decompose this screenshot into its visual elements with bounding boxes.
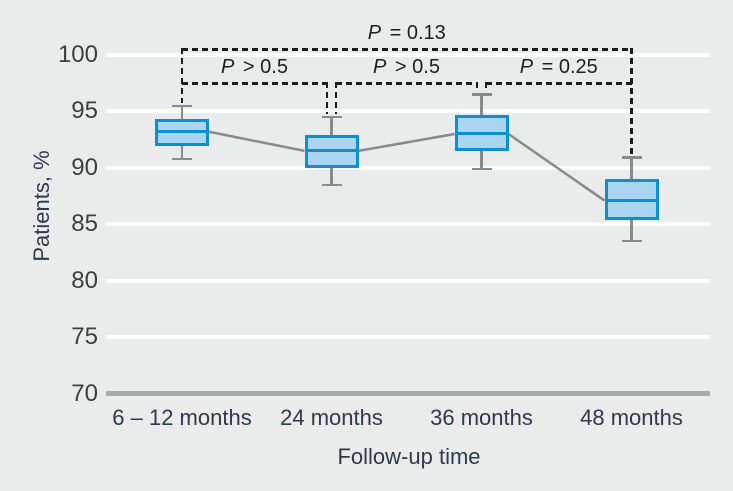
whisker-line	[480, 150, 483, 169]
category-label: 6 – 12 months	[112, 405, 252, 430]
whisker-cap	[172, 104, 192, 108]
p-symbol: P	[221, 56, 235, 78]
p-bracket-line	[630, 48, 633, 155]
median-line	[304, 149, 359, 153]
whisker-cap	[621, 156, 642, 159]
p-value-text: = 0.13	[384, 22, 446, 44]
y-tick-label: 70	[71, 379, 98, 407]
p-value-text: > 0.5	[237, 56, 288, 78]
whisker-line	[630, 157, 633, 180]
y-gridline	[106, 278, 710, 283]
median-line	[155, 130, 209, 134]
whisker-line	[330, 167, 333, 185]
whisker-line	[330, 117, 333, 136]
y-gridline	[106, 222, 710, 227]
y-tick-label: 85	[71, 210, 98, 238]
p-symbol: P	[519, 56, 534, 78]
category-label: 24 months	[280, 405, 383, 430]
x-axis-title: Follow-up time	[337, 444, 481, 469]
median-line	[454, 132, 509, 136]
p-bracket-line	[182, 82, 327, 85]
category-label: 48 months	[580, 405, 683, 430]
p-bracket-line	[475, 82, 479, 92]
p-bracket-line	[484, 82, 488, 92]
y-tick-label: 75	[71, 323, 98, 351]
p-bracket-line	[486, 82, 632, 85]
p-value-label: P > 0.5	[373, 56, 440, 79]
median-trend-line	[208, 130, 305, 153]
whisker-cap	[172, 157, 192, 161]
y-tick-label: 90	[71, 153, 98, 181]
p-value-label: P = 0.25	[520, 56, 598, 79]
whisker-cap	[321, 115, 342, 119]
y-axis-title: Patients, %	[29, 150, 54, 262]
y-gridline	[106, 53, 710, 57]
whisker-line	[180, 146, 184, 159]
p-bracket-line	[180, 48, 184, 103]
y-tick-label: 100	[57, 41, 98, 68]
p-value-label: P = 0.13	[368, 22, 446, 45]
whisker-cap	[471, 93, 492, 96]
y-tick-label: 80	[71, 266, 98, 294]
y-gridline	[106, 109, 710, 114]
x-axis-baseline	[106, 391, 710, 396]
p-bracket-line	[325, 82, 329, 115]
whisker-cap	[321, 183, 342, 186]
y-gridline	[106, 165, 710, 170]
median-trend-line	[507, 132, 606, 202]
p-bracket-line	[334, 82, 338, 115]
p-symbol: P	[367, 22, 382, 44]
whisker-line	[480, 94, 483, 115]
median-line	[604, 199, 659, 203]
y-tick-label: 95	[71, 97, 98, 125]
y-gridline	[106, 335, 710, 340]
p-bracket-line	[182, 48, 632, 51]
p-value-label: P > 0.5	[221, 56, 288, 79]
p-bracket-line	[336, 82, 477, 85]
p-value-text: = 0.25	[536, 56, 598, 78]
p-value-text: > 0.5	[389, 56, 440, 78]
category-label: 36 months	[430, 405, 533, 430]
whisker-cap	[621, 239, 642, 243]
whisker-line	[630, 219, 633, 242]
p-symbol: P	[373, 56, 387, 78]
whisker-cap	[471, 167, 492, 171]
whisker-line	[180, 105, 184, 120]
median-trend-line	[358, 132, 455, 153]
